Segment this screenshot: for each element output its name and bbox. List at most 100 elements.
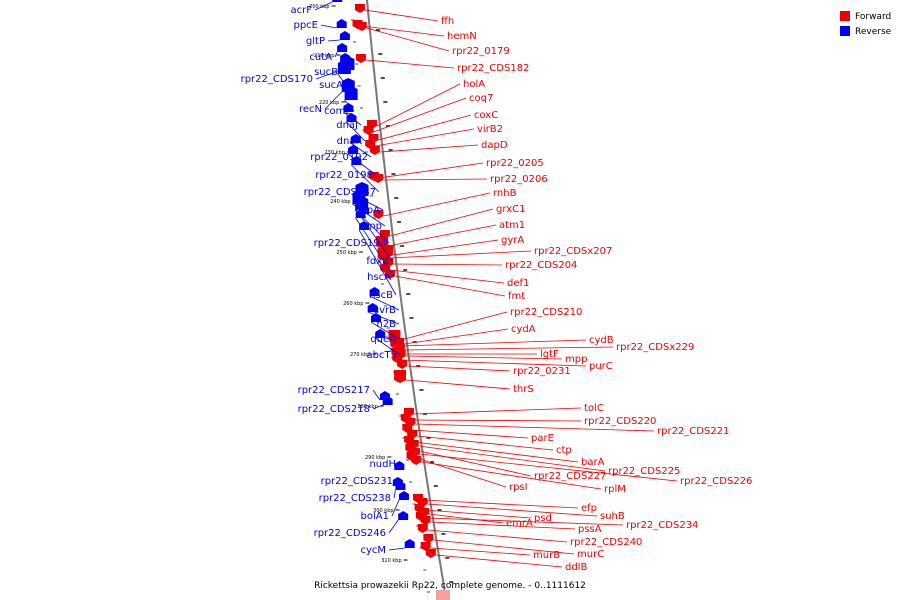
- gene-feature-rpr22-cds240[interactable]: [417, 524, 428, 533]
- gene-label-cydb[interactable]: cydB: [589, 335, 614, 346]
- gene-label-pare[interactable]: parE: [531, 433, 554, 444]
- gene-label-murc[interactable]: murC: [577, 549, 604, 560]
- gene-feature-rpr22-cdsx207[interactable]: [377, 248, 390, 261]
- gene-label-hola[interactable]: holA: [463, 79, 485, 90]
- gene-feature-coq7[interactable]: [363, 126, 374, 135]
- gene-label-suca[interactable]: sucA: [319, 80, 343, 91]
- gene-label-quea[interactable]: queA: [370, 334, 396, 345]
- gene-label-rpr22-cds210[interactable]: rpr22_CDS210: [510, 307, 582, 318]
- gene-label-rnhb[interactable]: rnhB: [493, 188, 517, 199]
- gene-label-pssa[interactable]: pssA: [578, 524, 602, 535]
- gene-label-virb2[interactable]: virB2: [477, 124, 503, 135]
- gene-label-tolc[interactable]: tolC: [584, 403, 604, 414]
- gene-label-imp[interactable]: imp: [363, 221, 382, 232]
- gene-label-rpr22-cds193[interactable]: rpr22_CDS193: [314, 238, 386, 249]
- gene-label-uspa[interactable]: uspA: [355, 205, 380, 216]
- gene-label-rpsi[interactable]: rpsI: [509, 482, 528, 493]
- gene-feature-rpr22-0192[interactable]: [350, 134, 361, 143]
- gene-label-rpr22-cds221[interactable]: rpr22_CDS221: [657, 426, 729, 437]
- gene-label-n2b[interactable]: n2B: [376, 319, 396, 330]
- gene-label-rpr22-cds218[interactable]: rpr22_CDS218: [298, 404, 370, 415]
- gene-label-rpr22-cds204[interactable]: rpr22_CDS204: [505, 260, 577, 271]
- gene-feature-coml[interactable]: [344, 86, 358, 100]
- gene-feature-rplm[interactable]: [411, 456, 422, 465]
- gene-feature-rpr22-cds238[interactable]: [395, 481, 406, 490]
- gene-feature-n2b[interactable]: [367, 303, 378, 312]
- gene-feature-rpr22-cds246[interactable]: [398, 511, 409, 520]
- gene-feature-bola1[interactable]: [399, 491, 409, 500]
- gene-feature-murb[interactable]: [420, 542, 431, 551]
- gene-feature-dapd[interactable]: [369, 146, 380, 155]
- gene-label-ppce[interactable]: ppcE: [293, 20, 318, 31]
- gene-label-dapd[interactable]: dapD: [481, 140, 508, 151]
- gene-label-fmt[interactable]: fmt: [508, 291, 525, 302]
- gene-feature-quea[interactable]: [371, 313, 382, 322]
- gene-label-rpr22-cdsx229[interactable]: rpr22_CDSx229: [616, 342, 694, 353]
- gene-label-coq7[interactable]: coq7: [469, 93, 493, 104]
- gene-label-rpr22-cds231[interactable]: rpr22_CDS231: [321, 476, 393, 487]
- gene-label-bara[interactable]: barA: [581, 457, 605, 468]
- gene-label-rpr22-0179[interactable]: rpr22_0179: [452, 46, 510, 57]
- gene-label-rpr22-cds246[interactable]: rpr22_CDS246: [314, 528, 386, 539]
- gene-feature-rpr22-cds182[interactable]: [355, 54, 366, 63]
- gene-feature-murc[interactable]: [423, 534, 434, 543]
- gene-label-rpr22-cds227[interactable]: rpr22_CDS227: [534, 471, 606, 482]
- gene-label-acrf[interactable]: acrF: [291, 5, 313, 16]
- gene-feature-rpr22-0179[interactable]: [356, 22, 367, 31]
- gene-feature-rpr22-0231[interactable]: [397, 360, 408, 369]
- gene-label-dnaj[interactable]: dnaJ: [336, 120, 358, 131]
- gene-label-uvrb[interactable]: uvrB: [373, 305, 396, 316]
- gene-label-coxc[interactable]: coxC: [474, 110, 498, 121]
- gene-label-rpr22-cds234[interactable]: rpr22_CDS234: [626, 520, 698, 531]
- gene-label-rpr22-cds187[interactable]: rpr22_CDS187: [304, 187, 376, 198]
- gene-label-hscb[interactable]: hscB: [369, 290, 393, 301]
- gene-label-mpp[interactable]: mpp: [565, 354, 587, 365]
- gene-label-fdxb[interactable]: fdxB: [366, 256, 389, 267]
- gene-label-bola1[interactable]: bolA1: [361, 511, 389, 522]
- gene-label-psd[interactable]: psd: [534, 513, 552, 524]
- gene-label-rpr22-cds240[interactable]: rpr22_CDS240: [570, 537, 642, 548]
- gene-label-efp[interactable]: efp: [581, 503, 597, 514]
- gene-feature-rpr22-cds218[interactable]: [382, 396, 393, 405]
- gene-label-rpr22-0192[interactable]: rpr22_0192: [310, 152, 368, 163]
- gene-label-rpr22-cds170[interactable]: rpr22_CDS170: [241, 74, 313, 85]
- gene-feature-rpr22-0206[interactable]: [373, 174, 384, 183]
- gene-label-rpr22-cds217[interactable]: rpr22_CDS217: [298, 385, 370, 396]
- gene-label-purc[interactable]: purC: [589, 361, 613, 372]
- gene-label-rpr22-cds182[interactable]: rpr22_CDS182: [457, 63, 529, 74]
- gene-feature-cuta[interactable]: [337, 43, 348, 52]
- gene-feature-rpr22-0198[interactable]: [348, 145, 359, 154]
- gene-feature-rnhb[interactable]: [373, 210, 384, 219]
- gene-label-nudh[interactable]: nudH: [369, 459, 396, 470]
- gene-feature-thrs[interactable]: [394, 370, 407, 383]
- gene-label-rpr22-0231[interactable]: rpr22_0231: [513, 366, 571, 377]
- gene-label-rpr22-cds220[interactable]: rpr22_CDS220: [584, 416, 656, 427]
- gene-label-gyra[interactable]: gyrA: [501, 235, 524, 246]
- gene-label-rpr22-cds226[interactable]: rpr22_CDS226: [680, 476, 752, 487]
- gene-label-hemn[interactable]: hemN: [447, 31, 477, 42]
- gene-label-grxc1[interactable]: grxC1: [496, 204, 525, 215]
- gene-label-sucb[interactable]: sucB: [314, 67, 338, 78]
- gene-label-rpr22-cdsx207[interactable]: rpr22_CDSx207: [534, 246, 612, 257]
- gene-label-lgtf[interactable]: lgtF: [540, 349, 559, 360]
- gene-feature-ffh[interactable]: [354, 4, 365, 13]
- gene-feature-cycm[interactable]: [404, 539, 415, 548]
- gene-label-thrs[interactable]: thrS: [513, 384, 534, 395]
- gene-label-rpr22-0205[interactable]: rpr22_0205: [486, 158, 544, 169]
- gene-label-def1[interactable]: def1: [507, 278, 529, 289]
- gene-feature-nudh[interactable]: [394, 461, 405, 470]
- gene-label-coml[interactable]: comL: [324, 106, 351, 117]
- gene-label-dnak[interactable]: dnaK: [337, 136, 363, 147]
- gene-feature-dnaj[interactable]: [343, 103, 354, 112]
- gene-feature-gltp[interactable]: [339, 31, 350, 40]
- gene-label-rpr22-cds225[interactable]: rpr22_CDS225: [608, 466, 680, 477]
- gene-label-gltp[interactable]: gltP: [306, 36, 325, 47]
- gene-label-hsca[interactable]: hscA: [367, 272, 391, 283]
- gene-label-recn[interactable]: recN: [299, 104, 322, 115]
- gene-label-rpr22-0198[interactable]: rpr22_0198: [315, 170, 373, 181]
- gene-label-suhb[interactable]: suhB: [600, 511, 625, 522]
- gene-feature-ddlb[interactable]: [425, 549, 436, 558]
- gene-label-cyda[interactable]: cydA: [511, 324, 536, 335]
- gene-feature-abct3[interactable]: [375, 329, 386, 338]
- gene-label-murb[interactable]: murB: [533, 550, 560, 561]
